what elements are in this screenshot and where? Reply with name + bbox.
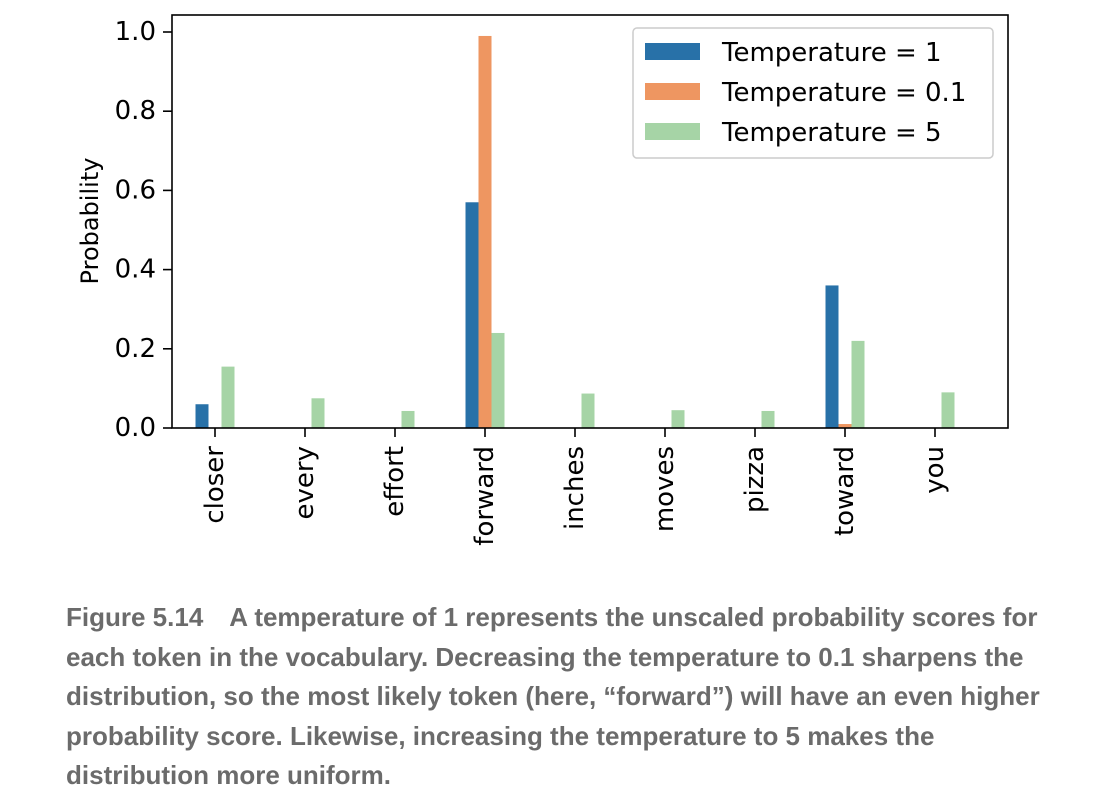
- plot-area-frame: [171, 14, 1009, 429]
- legend-swatch-3: [645, 123, 700, 140]
- legend-label-1: Temperature = 1: [721, 38, 942, 68]
- x-axis: closer every effort forward inches moves pizza…: [200, 428, 950, 546]
- probability-bar-chart: 0.0 0.2 0.4 0.6 0.8 1.0 closer every effort forw…: [76, 14, 1009, 546]
- bar-effort-series-3: [401, 410, 415, 428]
- bar-forward-series-1: [465, 202, 479, 428]
- legend-swatch-1: [645, 43, 700, 60]
- legend-swatch-2: [645, 83, 700, 100]
- x-tick-label-forward: forward: [470, 446, 500, 546]
- y-tick-label: 0.2: [115, 334, 156, 364]
- bar-closer-series-1: [195, 404, 209, 428]
- legend-box: [632, 27, 994, 159]
- legend-label-2: Temperature = 0.1: [721, 78, 966, 108]
- bar-you-series-3: [941, 392, 955, 428]
- figure-caption-text: A temperature of 1 represents the unscal…: [66, 602, 1040, 790]
- x-tick-label-closer: closer: [200, 446, 230, 524]
- bar-toward-series-2: [838, 424, 852, 428]
- y-tick-label: 0.6: [115, 175, 156, 205]
- bar-moves-series-3: [671, 410, 685, 428]
- y-tick-label: 1.0: [115, 17, 156, 47]
- bar-forward-series-3: [491, 332, 505, 428]
- x-tick-label-moves: moves: [650, 446, 680, 532]
- figure-caption: Figure 5.14 A temperature of 1 represents…: [66, 598, 1076, 796]
- bar-every-series-3: [311, 398, 325, 428]
- y-axis-label: Probability: [76, 158, 104, 285]
- x-tick-label-you: you: [920, 446, 950, 494]
- x-tick-label-pizza: pizza: [740, 446, 770, 513]
- bar-closer-series-3: [221, 366, 235, 428]
- x-tick-label-every: every: [290, 446, 320, 519]
- x-tick-label-inches: inches: [560, 446, 590, 530]
- x-tick-label-effort: effort: [380, 446, 410, 517]
- bar-inches-series-3: [581, 393, 595, 428]
- bars-layer: [195, 35, 955, 429]
- x-tick-label-toward: toward: [830, 446, 860, 536]
- bar-forward-series-2: [478, 35, 492, 429]
- y-axis: 0.0 0.2 0.4 0.6 0.8 1.0: [115, 17, 172, 443]
- bar-toward-series-3: [851, 340, 865, 428]
- bar-pizza-series-3: [761, 410, 775, 428]
- legend-label-3: Temperature = 5: [721, 118, 942, 148]
- y-tick-label: 0.8: [115, 96, 156, 126]
- y-tick-label: 0.0: [115, 413, 156, 443]
- figure-label: Figure 5.14: [66, 602, 204, 632]
- legend: Temperature = 1 Temperature = 0.1 Temper…: [632, 27, 994, 159]
- y-tick-label: 0.4: [115, 255, 156, 285]
- bar-toward-series-1: [825, 285, 839, 428]
